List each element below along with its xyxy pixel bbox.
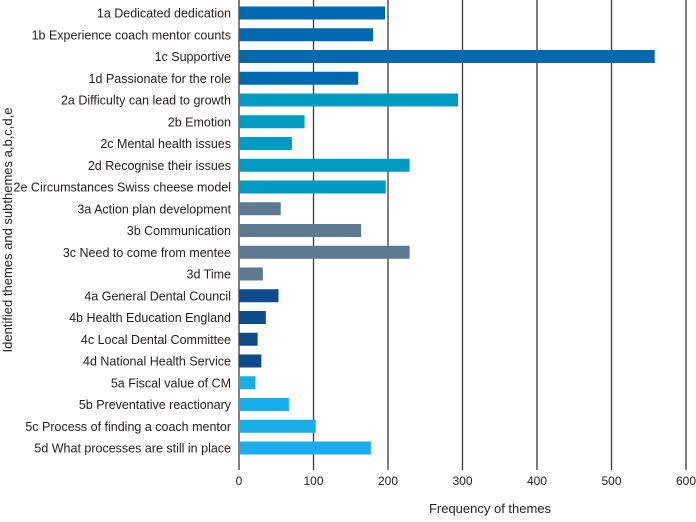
bar bbox=[239, 376, 256, 390]
bar bbox=[239, 354, 262, 368]
category-label: 2c Mental health issues bbox=[100, 137, 231, 151]
x-tick-label: 300 bbox=[452, 474, 472, 488]
bar bbox=[239, 398, 289, 411]
bar bbox=[239, 115, 305, 129]
category-label: 5b Preventative reactionary bbox=[79, 398, 232, 412]
bar bbox=[239, 267, 263, 281]
bar bbox=[239, 224, 362, 237]
bar bbox=[239, 28, 374, 42]
x-axis-label: Frequency of themes bbox=[429, 501, 552, 516]
category-label: 3a Action plan development bbox=[77, 202, 231, 216]
bar bbox=[239, 6, 386, 20]
category-label: 1d Passionate for the role bbox=[89, 72, 231, 86]
y-axis-label: Identified themes and subthemes a,b,c,d,… bbox=[0, 108, 15, 353]
x-tick-label: 400 bbox=[527, 474, 547, 488]
bar bbox=[239, 93, 459, 107]
category-label: 1b Experience coach mentor counts bbox=[32, 28, 231, 42]
category-label: 5a Fiscal value of CM bbox=[111, 376, 231, 390]
bar bbox=[239, 180, 386, 194]
category-label: 2d Recognise their issues bbox=[88, 159, 231, 173]
x-tick-label: 500 bbox=[601, 474, 621, 488]
bar bbox=[239, 71, 359, 85]
category-label: 5c Process of finding a coach mentor bbox=[25, 420, 231, 434]
bar bbox=[239, 202, 281, 216]
bar bbox=[239, 50, 655, 63]
bar bbox=[239, 419, 316, 433]
category-label: 2b Emotion bbox=[168, 115, 231, 129]
category-label: 4c Local Dental Committee bbox=[81, 333, 231, 347]
x-tick-label: 100 bbox=[303, 474, 323, 488]
x-tick-label: 600 bbox=[676, 474, 696, 488]
bar bbox=[239, 158, 410, 172]
category-label: 3b Communication bbox=[127, 224, 231, 238]
category-label: 3d Time bbox=[187, 268, 232, 282]
category-label: 4b Health Education England bbox=[69, 311, 231, 325]
bar bbox=[239, 245, 410, 259]
bar bbox=[239, 311, 266, 324]
category-label: 4d National Health Service bbox=[83, 355, 231, 369]
category-label: 1a Dedicated dedication bbox=[97, 7, 231, 21]
x-tick-label: 200 bbox=[378, 474, 398, 488]
bar bbox=[239, 332, 258, 346]
category-label: 4a General Dental Council bbox=[84, 289, 231, 303]
category-label: 1c Supportive bbox=[155, 50, 231, 64]
category-label: 3c Need to come from mentee bbox=[63, 246, 231, 260]
bar bbox=[239, 289, 279, 303]
category-label: 2a Difficulty can lead to growth bbox=[61, 94, 231, 108]
category-label: 5d What processes are still in place bbox=[34, 442, 231, 456]
bar bbox=[239, 441, 371, 455]
bar bbox=[239, 137, 292, 150]
x-tick-label: 0 bbox=[236, 474, 243, 488]
category-label: 2e Circumstances Swiss cheese model bbox=[14, 181, 231, 195]
